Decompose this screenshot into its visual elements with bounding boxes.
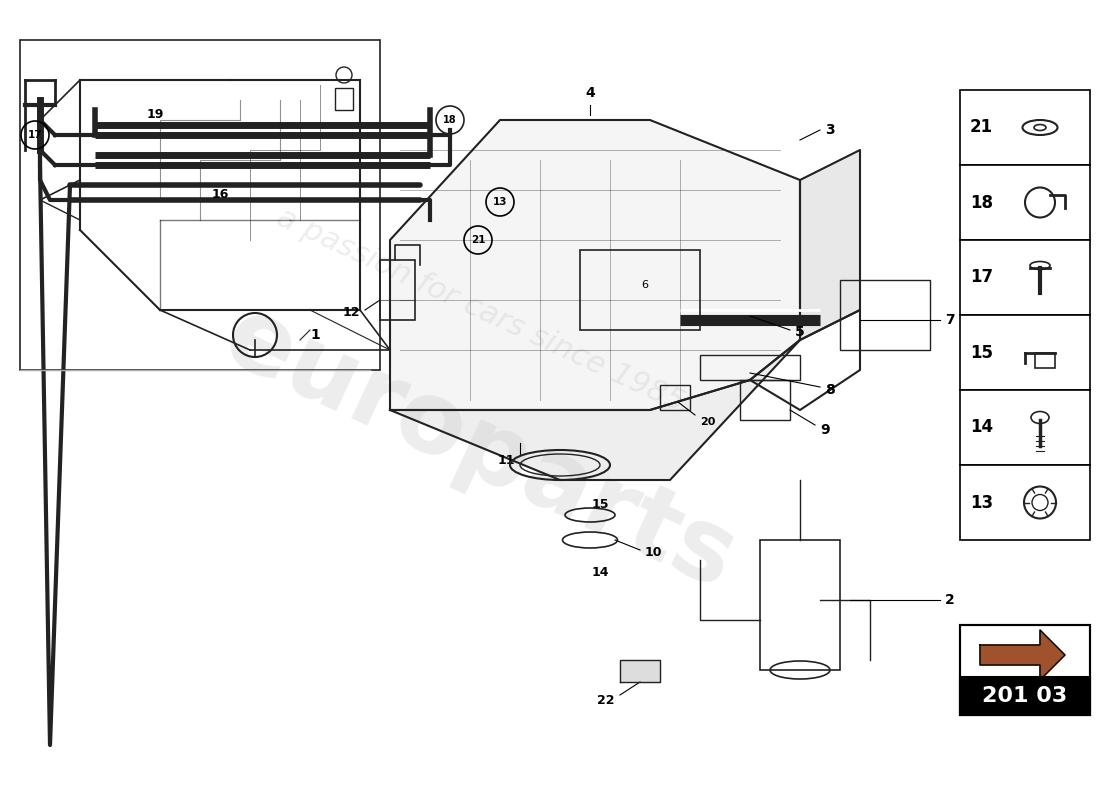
Text: 11: 11 — [497, 454, 515, 466]
Text: 6: 6 — [641, 280, 649, 290]
Bar — [960, 677, 1090, 715]
Text: 15: 15 — [970, 343, 993, 362]
Text: 2: 2 — [945, 593, 955, 607]
Text: 3: 3 — [825, 123, 835, 137]
Text: 21: 21 — [970, 118, 993, 137]
Text: 22: 22 — [597, 694, 615, 706]
Text: 15: 15 — [592, 498, 608, 511]
Bar — [660, 385, 690, 410]
Text: 12: 12 — [342, 306, 360, 318]
Bar — [760, 540, 840, 670]
Text: 14: 14 — [970, 418, 993, 437]
Bar — [960, 390, 1090, 465]
Text: 4: 4 — [585, 86, 595, 100]
Text: 8: 8 — [825, 383, 835, 397]
Text: 16: 16 — [211, 189, 229, 202]
Bar — [1035, 353, 1055, 367]
Text: 7: 7 — [945, 313, 955, 327]
Polygon shape — [620, 660, 660, 682]
Text: 201 03: 201 03 — [982, 686, 1068, 706]
Bar — [960, 625, 1090, 715]
Bar — [20, 40, 379, 370]
Bar — [379, 260, 415, 320]
Text: 21: 21 — [471, 235, 485, 245]
Text: 13: 13 — [970, 494, 993, 511]
Text: 14: 14 — [592, 566, 608, 578]
Bar — [960, 90, 1090, 165]
Text: 1: 1 — [310, 328, 320, 342]
Bar — [960, 240, 1090, 315]
Text: a passion for cars since 1985: a passion for cars since 1985 — [272, 202, 689, 418]
Text: 18: 18 — [970, 194, 993, 211]
Text: 19: 19 — [146, 109, 164, 122]
Bar — [580, 250, 700, 330]
Bar — [740, 380, 790, 420]
Text: 9: 9 — [820, 423, 829, 437]
Text: 17: 17 — [28, 130, 42, 140]
Polygon shape — [390, 120, 800, 410]
Text: 17: 17 — [970, 269, 993, 286]
Text: 18: 18 — [443, 115, 456, 125]
Text: 10: 10 — [645, 546, 662, 558]
Bar — [960, 165, 1090, 240]
Bar — [336, 88, 353, 110]
Bar — [960, 625, 1090, 715]
Bar — [960, 465, 1090, 540]
Polygon shape — [800, 150, 860, 340]
Bar — [960, 315, 1090, 390]
Text: 13: 13 — [493, 197, 507, 207]
Text: 20: 20 — [700, 417, 715, 427]
Polygon shape — [390, 340, 800, 480]
Bar — [700, 355, 800, 380]
Polygon shape — [980, 630, 1065, 680]
Text: europarts: europarts — [209, 290, 751, 610]
Text: 5: 5 — [795, 325, 805, 339]
Bar — [840, 280, 929, 350]
